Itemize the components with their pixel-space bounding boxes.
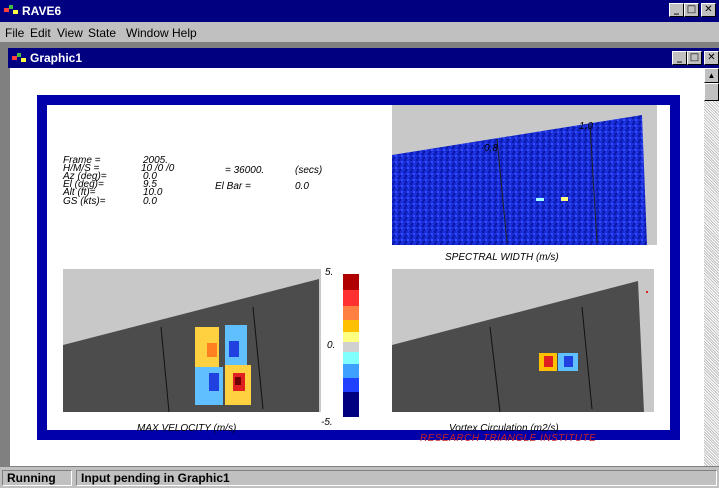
- institute-watermark: RESEARCH TRIANGLE INSTITUTE: [420, 433, 597, 444]
- rave-app-icon: [12, 53, 26, 62]
- colorbar-top-label: 5.: [325, 267, 334, 278]
- info-value-el: 9.5: [143, 179, 157, 190]
- max-velocity-range-ring: [252, 306, 264, 410]
- spectral-width-plot: 0.8 1.0: [392, 105, 657, 245]
- spectral-range-ring: [589, 124, 598, 244]
- vortex-circulation-plot: [392, 269, 654, 412]
- spectral-width-label: SPECTRAL WIDTH (m/s): [445, 252, 559, 263]
- info-value-gs: 0.0: [143, 196, 157, 207]
- info-value-alt: 10.0: [143, 187, 163, 198]
- vortex-range-ring: [581, 306, 593, 410]
- plot-frame: Frame = H/M/S = Az (deg)= El (deg)= Alt …: [37, 95, 680, 440]
- colorbar-bottom-label: -5.: [321, 417, 333, 428]
- status-bar: Running Input pending in Graphic1: [0, 467, 719, 488]
- graphic-window-title-bar[interactable]: Graphic1 _ □ ✕: [8, 48, 719, 68]
- vortex-velocity-pattern: [195, 325, 251, 405]
- colorbar-mid-label: 0.: [327, 340, 336, 351]
- app-title: RAVE6: [22, 4, 62, 18]
- info-value-az: 0.0: [143, 171, 157, 182]
- menu-window[interactable]: Window: [126, 26, 169, 40]
- status-message: Input pending in Graphic1: [76, 470, 717, 486]
- menu-state[interactable]: State: [88, 26, 117, 40]
- vortex-range-ring: [489, 326, 501, 412]
- rave-app-icon: [4, 5, 18, 14]
- max-velocity-range-ring: [160, 326, 170, 412]
- info-label-frame: Frame =: [63, 155, 101, 166]
- info-value-hms: 10 /0 /0: [141, 163, 175, 174]
- scroll-up-arrow-icon[interactable]: ▲: [704, 68, 719, 83]
- close-button[interactable]: ✕: [701, 3, 716, 17]
- graphic-window-controls: _ □ ✕: [672, 51, 719, 65]
- spectral-range-ring: [496, 138, 508, 244]
- frame-info-block: Frame = H/M/S = Az (deg)= El (deg)= Alt …: [63, 155, 363, 225]
- info-time-value: = 36000.: [225, 165, 265, 176]
- max-velocity-field: [63, 279, 319, 412]
- velocity-colorbar: [343, 274, 359, 417]
- menu-view[interactable]: View: [57, 26, 83, 40]
- max-velocity-label: MAX VELOCITY (m/s): [137, 423, 237, 434]
- scroll-thumb[interactable]: [704, 83, 719, 101]
- spectral-field: [392, 115, 647, 245]
- info-label-alt: Alt (ft)=: [63, 187, 96, 198]
- menu-help[interactable]: Help: [172, 26, 197, 40]
- info-label-az: Az (deg)=: [63, 171, 107, 182]
- info-value-frame: 2005.: [143, 155, 169, 166]
- maximize-button[interactable]: □: [687, 51, 702, 65]
- minimize-button[interactable]: _: [669, 3, 684, 17]
- graphic-window-title: Graphic1: [30, 51, 83, 65]
- minimize-button[interactable]: _: [672, 51, 687, 65]
- menu-bar: File Edit View State Window Help: [0, 22, 719, 42]
- info-time-unit: (secs): [295, 165, 323, 176]
- close-button[interactable]: ✕: [704, 51, 719, 65]
- info-label-hms: H/M/S =: [63, 163, 100, 174]
- menu-edit[interactable]: Edit: [30, 26, 51, 40]
- vortex-marker: [646, 291, 648, 293]
- status-state: Running: [2, 470, 72, 486]
- spectral-tick-label: 1.0: [579, 121, 593, 132]
- max-velocity-plot: [63, 269, 321, 412]
- vortex-core-pattern: [539, 353, 578, 371]
- app-window-controls: _ □ ✕: [669, 3, 716, 17]
- vortex-field: [392, 281, 644, 412]
- spectral-hotspot: [561, 197, 568, 201]
- spectral-hotspot: [536, 198, 544, 201]
- app-title-bar[interactable]: RAVE6 _ □ ✕: [0, 0, 719, 22]
- plot-canvas: Frame = H/M/S = Az (deg)= El (deg)= Alt …: [47, 105, 670, 434]
- info-label-el: El (deg)=: [63, 179, 104, 190]
- menu-file[interactable]: File: [5, 26, 25, 40]
- vortex-circulation-label: Vortex Circulation (m2/s): [449, 423, 559, 434]
- info-el-bar-value: 0.0: [295, 181, 309, 192]
- maximize-button[interactable]: □: [684, 3, 699, 17]
- spectral-tick-label: 0.8: [484, 143, 498, 154]
- info-label-gs: GS (kts)=: [63, 196, 106, 207]
- vertical-scrollbar[interactable]: ▲: [704, 68, 719, 466]
- info-el-bar-label: El Bar =: [215, 181, 251, 192]
